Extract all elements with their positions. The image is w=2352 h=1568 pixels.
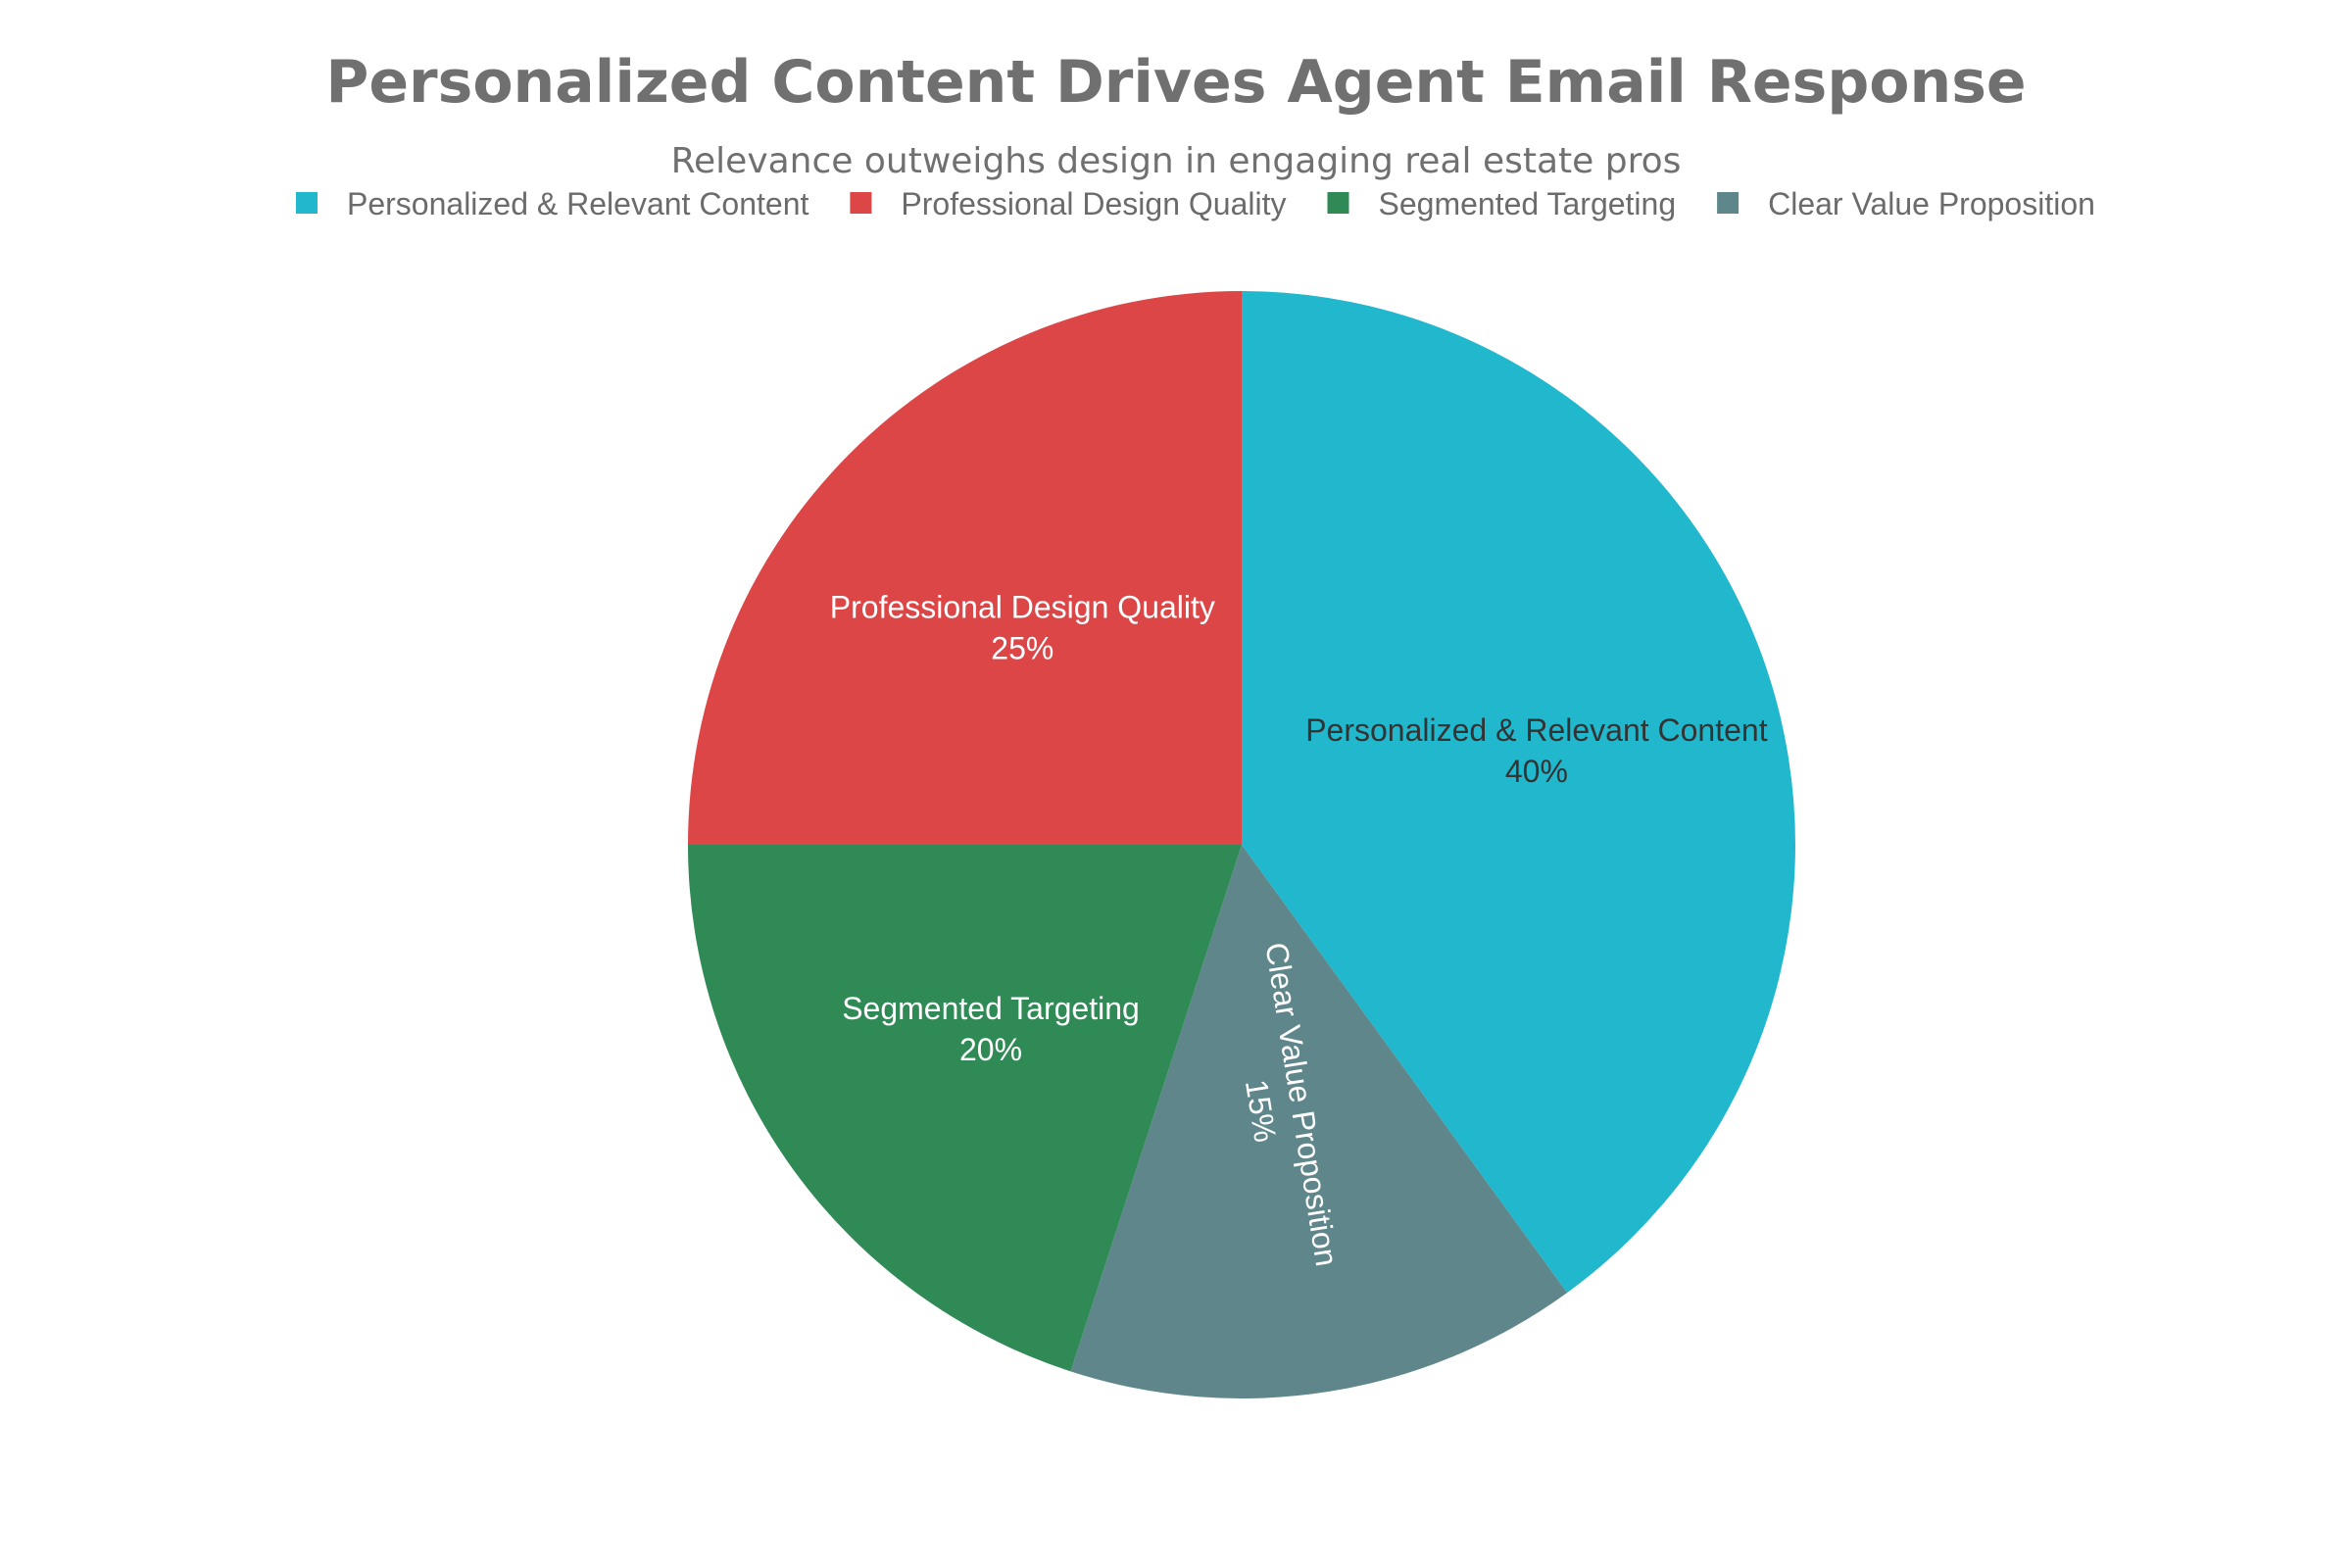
pie-slice-professional-design-quality	[688, 291, 1242, 845]
slice-label-value: 25%	[991, 630, 1054, 665]
legend-swatch	[1717, 192, 1740, 214]
slice-label-name: Professional Design Quality	[830, 589, 1215, 624]
slice-label-name: Segmented Targeting	[842, 991, 1140, 1026]
slice-label-value: 20%	[959, 1032, 1022, 1067]
legend-item-segmented-targeting[interactable]: Segmented Targeting	[1327, 186, 1677, 221]
legend: Personalized & Relevant Content Professio…	[296, 186, 2095, 221]
legend-label: Professional Design Quality	[901, 186, 1286, 221]
legend-swatch	[850, 192, 872, 214]
legend-label: Personalized & Relevant Content	[347, 186, 809, 221]
legend-item-personalized-and-relevant-content[interactable]: Personalized & Relevant Content	[296, 186, 809, 221]
legend-label: Clear Value Proposition	[1768, 186, 2095, 221]
legend-label: Segmented Targeting	[1379, 186, 1677, 221]
slice-label-personalized-and-relevant-content: Personalized & Relevant Content 40%	[1305, 712, 1768, 789]
slice-label-professional-design-quality: Professional Design Quality 25%	[830, 589, 1215, 665]
slice-label-segmented-targeting: Segmented Targeting 20%	[842, 991, 1140, 1067]
slice-label-value: 40%	[1505, 754, 1568, 789]
pie-slice-personalized-and-relevant-content	[1242, 291, 1795, 1294]
legend-swatch	[296, 192, 318, 214]
pie-slice-clear-value-proposition	[1070, 845, 1568, 1398]
legend-swatch	[1327, 192, 1349, 214]
chart-subtitle: Relevance outweighs design in engaging r…	[670, 141, 1682, 181]
slice-label-name: Personalized & Relevant Content	[1305, 712, 1768, 748]
legend-item-clear-value-proposition[interactable]: Clear Value Proposition	[1717, 186, 2095, 221]
chart-title: Personalized Content Drives Agent Email …	[325, 48, 2027, 117]
legend-item-professional-design-quality[interactable]: Professional Design Quality	[850, 186, 1286, 221]
pie-slice-segmented-targeting	[688, 845, 1242, 1372]
pie-slices	[688, 291, 1795, 1398]
